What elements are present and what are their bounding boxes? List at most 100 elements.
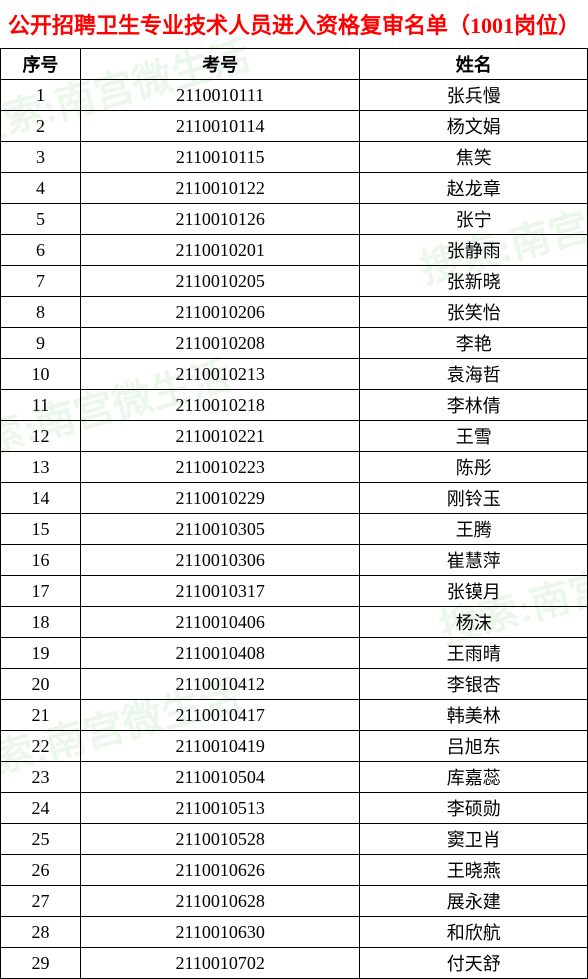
cell-seq: 25	[1, 824, 81, 855]
table-row: 162110010306崔慧萍	[1, 545, 588, 576]
col-header-name: 姓名	[360, 49, 588, 80]
cell-seq: 1	[1, 80, 81, 111]
cell-name: 张静雨	[360, 235, 588, 266]
cell-seq: 29	[1, 948, 81, 979]
cell-id: 2110010417	[80, 700, 360, 731]
cell-seq: 28	[1, 917, 81, 948]
cell-seq: 5	[1, 204, 81, 235]
cell-seq: 8	[1, 297, 81, 328]
cell-seq: 9	[1, 328, 81, 359]
table-row: 132110010223陈彤	[1, 452, 588, 483]
table-row: 282110010630和欣航	[1, 917, 588, 948]
cell-name: 张镆月	[360, 576, 588, 607]
table-row: 152110010305王腾	[1, 514, 588, 545]
cell-name: 和欣航	[360, 917, 588, 948]
cell-name: 李林倩	[360, 390, 588, 421]
cell-name: 展永建	[360, 886, 588, 917]
cell-seq: 22	[1, 731, 81, 762]
cell-id: 2110010630	[80, 917, 360, 948]
cell-id: 2110010205	[80, 266, 360, 297]
cell-seq: 7	[1, 266, 81, 297]
table-row: 92110010208李艳	[1, 328, 588, 359]
cell-seq: 21	[1, 700, 81, 731]
table-row: 202110010412李银杏	[1, 669, 588, 700]
cell-name: 刚铃玉	[360, 483, 588, 514]
cell-id: 2110010208	[80, 328, 360, 359]
cell-seq: 11	[1, 390, 81, 421]
table-row: 272110010628展永建	[1, 886, 588, 917]
table-row: 222110010419吕旭东	[1, 731, 588, 762]
cell-name: 陈彤	[360, 452, 588, 483]
cell-id: 2110010122	[80, 173, 360, 204]
cell-name: 袁海哲	[360, 359, 588, 390]
cell-name: 王雪	[360, 421, 588, 452]
cell-name: 张宁	[360, 204, 588, 235]
col-header-seq: 序号	[1, 49, 81, 80]
table-row: 42110010122赵龙章	[1, 173, 588, 204]
cell-seq: 14	[1, 483, 81, 514]
cell-id: 2110010306	[80, 545, 360, 576]
cell-id: 2110010229	[80, 483, 360, 514]
cell-name: 杨文娟	[360, 111, 588, 142]
cell-name: 付天舒	[360, 948, 588, 979]
table-row: 62110010201张静雨	[1, 235, 588, 266]
cell-seq: 2	[1, 111, 81, 142]
cell-seq: 26	[1, 855, 81, 886]
table-header-row: 序号 考号 姓名	[1, 49, 588, 80]
table-row: 172110010317张镆月	[1, 576, 588, 607]
cell-id: 2110010412	[80, 669, 360, 700]
cell-id: 2110010201	[80, 235, 360, 266]
cell-seq: 12	[1, 421, 81, 452]
cell-id: 2110010626	[80, 855, 360, 886]
cell-name: 张兵慢	[360, 80, 588, 111]
cell-seq: 20	[1, 669, 81, 700]
cell-name: 张笑怡	[360, 297, 588, 328]
cell-id: 2110010115	[80, 142, 360, 173]
cell-id: 2110010408	[80, 638, 360, 669]
cell-id: 2110010702	[80, 948, 360, 979]
cell-name: 王晓燕	[360, 855, 588, 886]
candidate-table: 序号 考号 姓名 12110010111张兵慢22110010114杨文娟321…	[0, 48, 588, 979]
cell-id: 2110010628	[80, 886, 360, 917]
table-row: 72110010205张新晓	[1, 266, 588, 297]
table-row: 242110010513李硕勋	[1, 793, 588, 824]
cell-seq: 19	[1, 638, 81, 669]
table-row: 252110010528窦卫肖	[1, 824, 588, 855]
cell-id: 2110010317	[80, 576, 360, 607]
cell-seq: 16	[1, 545, 81, 576]
table-row: 232110010504库嘉蕊	[1, 762, 588, 793]
cell-id: 2110010406	[80, 607, 360, 638]
cell-id: 2110010419	[80, 731, 360, 762]
table-row: 192110010408王雨晴	[1, 638, 588, 669]
cell-seq: 27	[1, 886, 81, 917]
cell-name: 李艳	[360, 328, 588, 359]
cell-name: 吕旭东	[360, 731, 588, 762]
cell-id: 2110010528	[80, 824, 360, 855]
cell-id: 2110010114	[80, 111, 360, 142]
table-row: 32110010115焦笑	[1, 142, 588, 173]
cell-id: 2110010111	[80, 80, 360, 111]
cell-seq: 3	[1, 142, 81, 173]
cell-seq: 24	[1, 793, 81, 824]
cell-name: 焦笑	[360, 142, 588, 173]
cell-id: 2110010126	[80, 204, 360, 235]
cell-id: 2110010305	[80, 514, 360, 545]
table-row: 212110010417韩美林	[1, 700, 588, 731]
cell-id: 2110010513	[80, 793, 360, 824]
cell-id: 2110010206	[80, 297, 360, 328]
page-title: 公开招聘卫生专业技术人员进入资格复审名单（1001岗位）	[0, 0, 588, 48]
table-row: 262110010626王晓燕	[1, 855, 588, 886]
cell-id: 2110010504	[80, 762, 360, 793]
cell-name: 王腾	[360, 514, 588, 545]
cell-seq: 23	[1, 762, 81, 793]
table-row: 22110010114杨文娟	[1, 111, 588, 142]
cell-name: 崔慧萍	[360, 545, 588, 576]
table-row: 142110010229刚铃玉	[1, 483, 588, 514]
col-header-id: 考号	[80, 49, 360, 80]
cell-seq: 13	[1, 452, 81, 483]
table-row: 52110010126张宁	[1, 204, 588, 235]
table-row: 102110010213袁海哲	[1, 359, 588, 390]
cell-name: 李银杏	[360, 669, 588, 700]
table-row: 82110010206张笑怡	[1, 297, 588, 328]
table-row: 182110010406杨沫	[1, 607, 588, 638]
